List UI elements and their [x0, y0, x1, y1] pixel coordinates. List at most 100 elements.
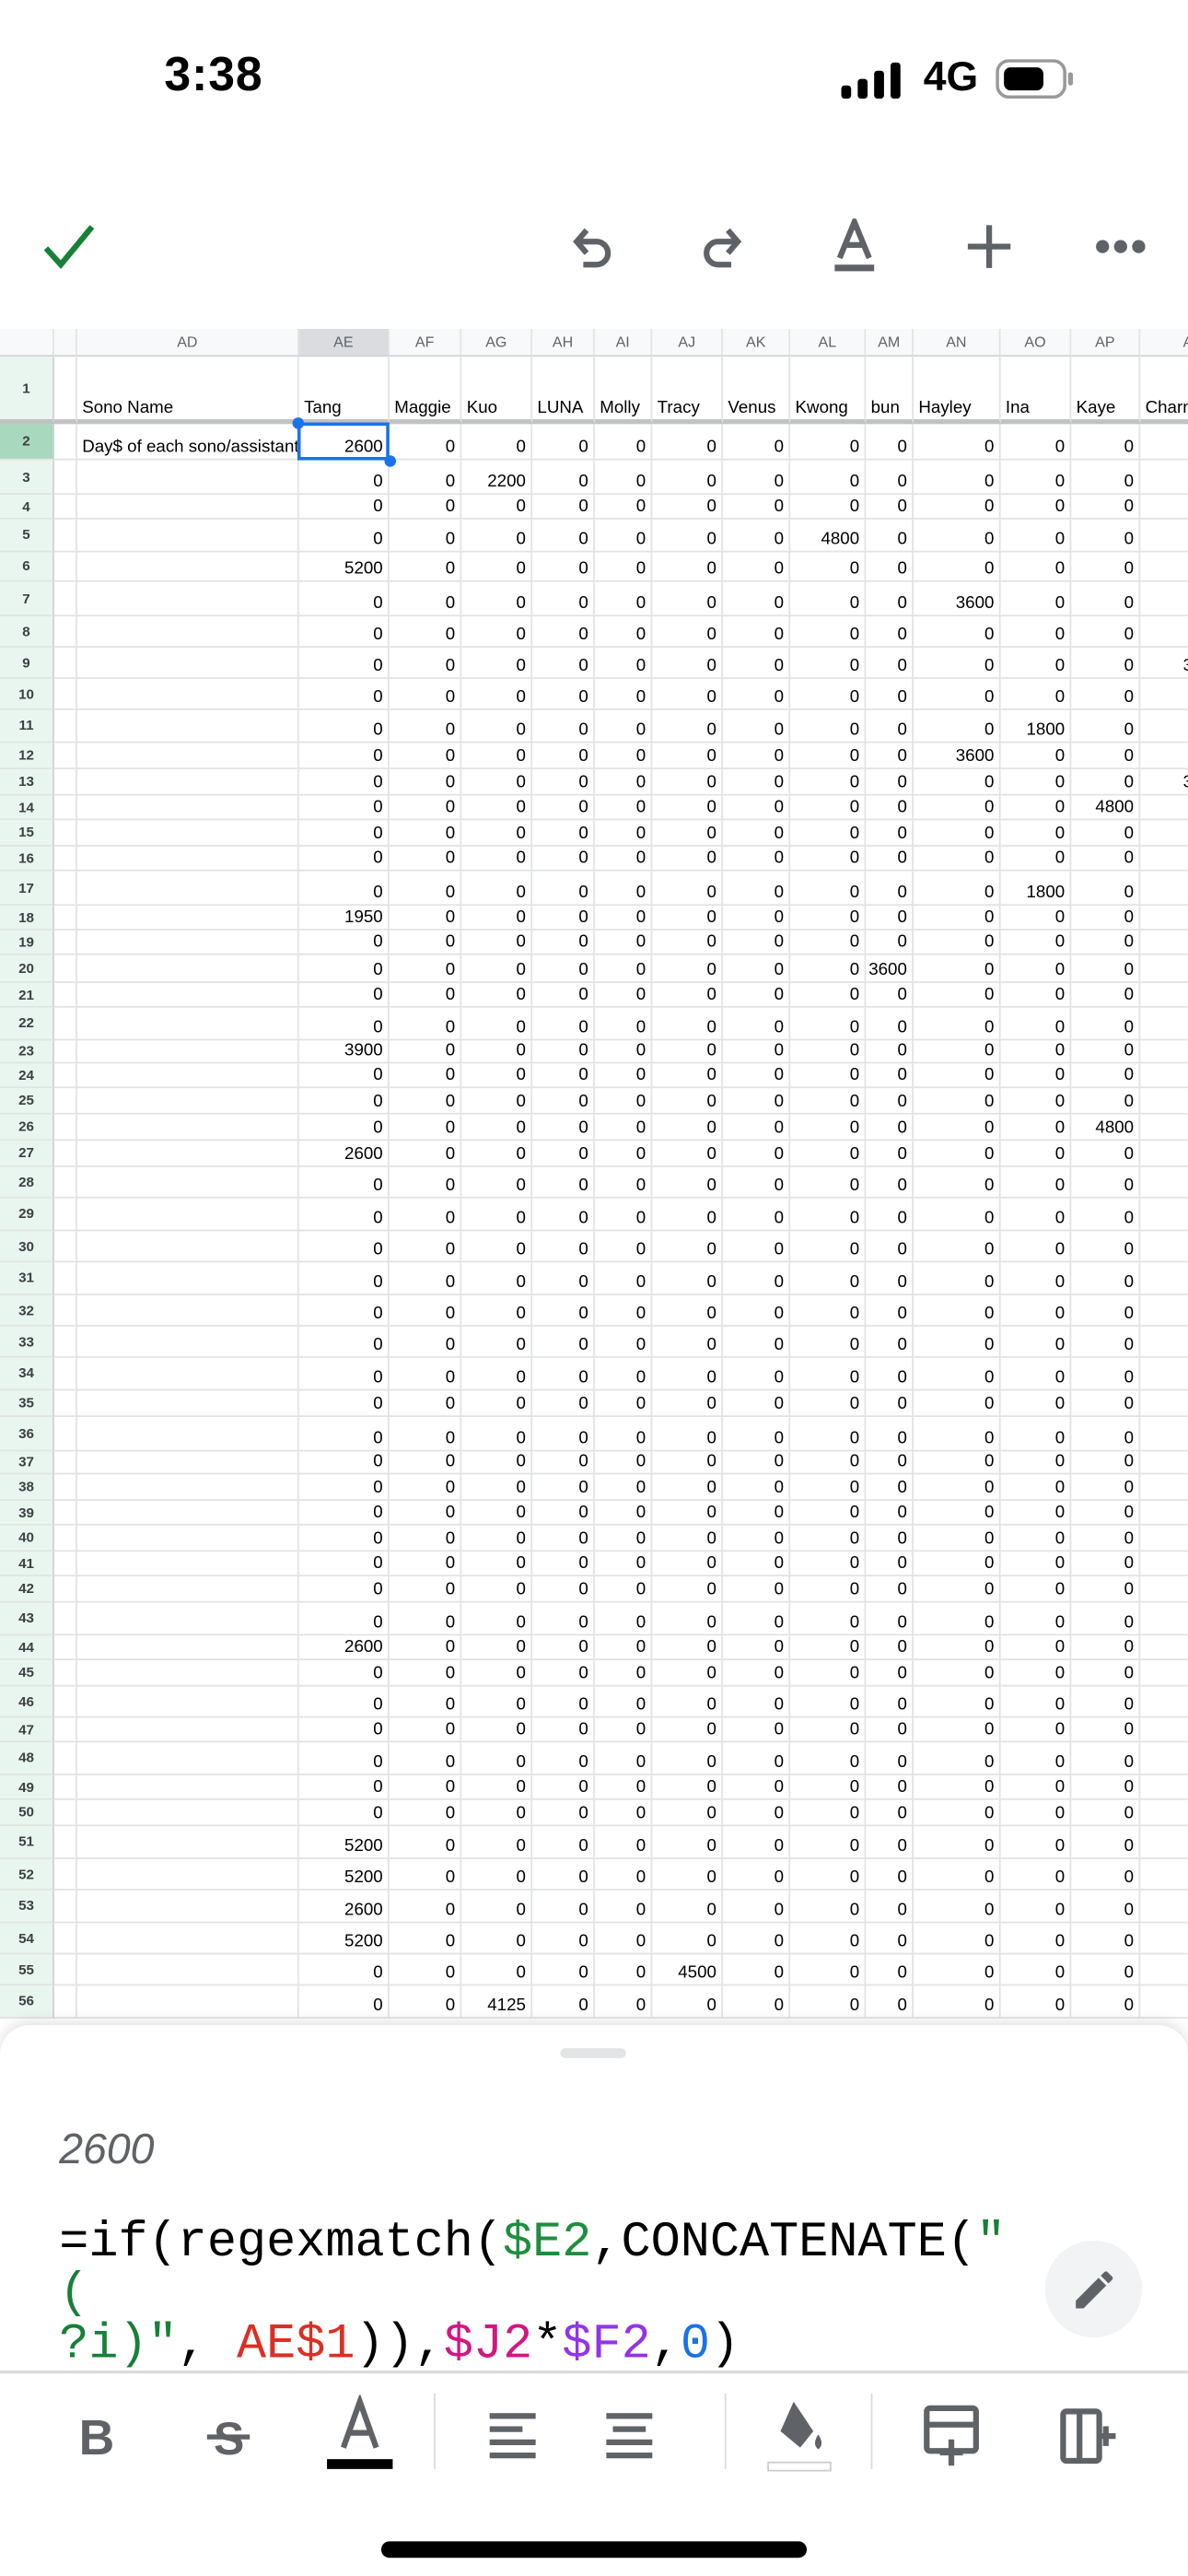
data-cell[interactable]: 0: [1071, 1551, 1141, 1577]
data-cell[interactable]: 0: [723, 1890, 791, 1924]
data-cell[interactable]: 0: [652, 1826, 724, 1859]
data-cell[interactable]: 0: [389, 1500, 462, 1526]
data-cell[interactable]: 0: [1000, 1141, 1072, 1167]
data-cell[interactable]: 0: [652, 769, 724, 796]
row-header-46[interactable]: 46: [0, 1686, 54, 1718]
data-cell[interactable]: 0: [298, 709, 390, 744]
data-cell[interactable]: 0: [866, 1742, 914, 1775]
data-cell[interactable]: 0: [389, 1551, 462, 1577]
data-cell[interactable]: 0: [914, 1326, 1001, 1358]
data-cell[interactable]: 0: [594, 1717, 653, 1743]
data-cell[interactable]: 0: [790, 1602, 867, 1636]
row-header-18[interactable]: 18: [0, 906, 54, 931]
data-cell[interactable]: [1140, 1417, 1188, 1452]
data-cell[interactable]: 0: [298, 1231, 390, 1263]
data-cell[interactable]: 0: [461, 930, 533, 955]
data-cell[interactable]: 0: [461, 871, 533, 907]
data-cell[interactable]: 0: [652, 1985, 724, 2019]
data-cell[interactable]: 0: [723, 820, 791, 847]
data-cell[interactable]: 0: [914, 871, 1001, 907]
data-cell[interactable]: 0: [1000, 795, 1072, 821]
data-cell[interactable]: 0: [866, 709, 914, 744]
data-cell[interactable]: 0: [594, 1357, 653, 1391]
data-cell[interactable]: 0: [532, 1717, 595, 1743]
cell[interactable]: [76, 1923, 299, 1955]
data-cell[interactable]: 0: [532, 1451, 595, 1475]
cell[interactable]: [53, 1231, 77, 1263]
data-cell[interactable]: 0: [389, 1390, 462, 1417]
data-cell[interactable]: [1140, 1115, 1188, 1142]
row-header-50[interactable]: 50: [0, 1799, 54, 1827]
data-cell[interactable]: 0: [790, 1357, 867, 1391]
data-cell[interactable]: 0: [1071, 1451, 1141, 1475]
data-cell[interactable]: 0: [532, 647, 595, 679]
data-cell[interactable]: 0: [389, 1040, 462, 1064]
data-cell[interactable]: 0: [532, 1231, 595, 1263]
data-cell[interactable]: 0: [1071, 424, 1141, 461]
data-cell[interactable]: 0: [532, 1141, 595, 1167]
data-cell[interactable]: 0: [1071, 1326, 1141, 1358]
data-cell[interactable]: 0: [914, 495, 1001, 520]
data-cell[interactable]: [1140, 1576, 1188, 1603]
data-cell[interactable]: 0: [1000, 1040, 1072, 1064]
data-cell[interactable]: [1140, 1390, 1188, 1417]
data-cell[interactable]: 0: [594, 1985, 653, 2019]
data-cell[interactable]: 0: [866, 1576, 914, 1603]
data-cell[interactable]: 0: [461, 1799, 533, 1827]
cell[interactable]: [53, 1040, 77, 1064]
data-cell[interactable]: 0: [298, 1451, 390, 1475]
data-cell[interactable]: 3: [1140, 769, 1188, 796]
cell[interactable]: [76, 743, 299, 770]
data-cell[interactable]: 0: [461, 954, 533, 983]
data-cell[interactable]: 0: [461, 678, 533, 710]
align-left-icon[interactable]: [476, 2387, 549, 2486]
data-cell[interactable]: [1140, 1551, 1188, 1577]
cell[interactable]: [53, 1114, 77, 1142]
cell[interactable]: [76, 1007, 299, 1041]
data-cell[interactable]: 0: [594, 1390, 653, 1417]
data-cell[interactable]: 0: [532, 1923, 595, 1955]
data-cell[interactable]: 0: [532, 1166, 595, 1199]
data-cell[interactable]: 0: [594, 1890, 653, 1924]
data-cell[interactable]: 0: [594, 1602, 653, 1636]
data-cell[interactable]: 0: [652, 1525, 724, 1552]
data-cell[interactable]: 0: [652, 1551, 724, 1577]
data-cell[interactable]: 0: [866, 460, 914, 496]
data-cell[interactable]: 0: [594, 1954, 653, 1986]
data-cell[interactable]: 0: [389, 930, 462, 955]
row-header-42[interactable]: 42: [0, 1576, 54, 1603]
data-cell[interactable]: 0: [652, 1141, 724, 1167]
data-cell[interactable]: 0: [723, 1063, 791, 1089]
cell[interactable]: [76, 871, 299, 907]
data-cell[interactable]: 0: [298, 1954, 390, 1986]
data-cell[interactable]: 0: [723, 678, 791, 710]
data-cell[interactable]: 0: [914, 1890, 1001, 1924]
data-cell[interactable]: [1140, 424, 1188, 461]
data-cell[interactable]: 0: [1000, 1114, 1072, 1142]
cell[interactable]: [76, 581, 299, 617]
data-cell[interactable]: 0: [1000, 1500, 1072, 1526]
data-cell[interactable]: [1140, 1008, 1188, 1041]
data-cell[interactable]: [1140, 1040, 1188, 1064]
selection-handle[interactable]: [384, 455, 396, 467]
cell[interactable]: [53, 1166, 77, 1199]
add-icon[interactable]: [956, 214, 1021, 279]
data-cell[interactable]: 0: [1071, 1166, 1141, 1199]
data-cell[interactable]: 0: [298, 1602, 390, 1636]
data-cell[interactable]: [1140, 1262, 1188, 1295]
data-cell[interactable]: 0: [1000, 1954, 1072, 1986]
data-cell[interactable]: 0: [1000, 769, 1072, 796]
data-cell[interactable]: 0: [866, 1198, 914, 1232]
data-cell[interactable]: 0: [866, 1602, 914, 1636]
data-cell[interactable]: 0: [461, 1063, 533, 1089]
data-cell[interactable]: 0: [389, 769, 462, 796]
column-header-am[interactable]: AM: [866, 328, 914, 357]
data-cell[interactable]: 0: [594, 1525, 653, 1552]
drag-handle[interactable]: [560, 2048, 626, 2058]
data-cell[interactable]: 0: [461, 769, 533, 796]
data-cell[interactable]: 0: [298, 1576, 390, 1603]
column-header-ai[interactable]: AI: [594, 328, 653, 357]
cell[interactable]: [53, 357, 77, 425]
data-cell[interactable]: 0: [389, 1166, 462, 1199]
column-header-ae[interactable]: AE: [298, 328, 390, 357]
